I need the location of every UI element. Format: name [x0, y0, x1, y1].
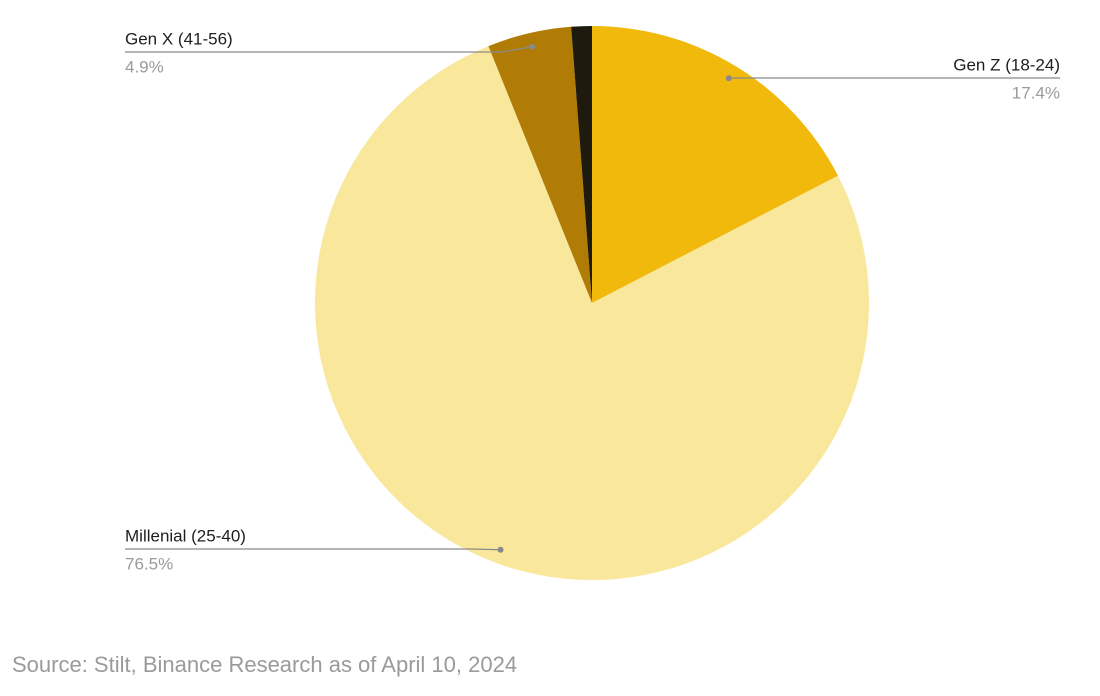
source-note: Source: Stilt, Binance Research as of Ap…: [12, 652, 517, 677]
pie: [315, 26, 869, 581]
pie-slice: [592, 26, 839, 303]
leader-dot: [497, 546, 504, 553]
slice-label: Gen Z (18-24): [953, 55, 1060, 74]
pie-slice: [315, 46, 869, 581]
slice-value-label: 4.9%: [125, 57, 164, 76]
slice-label: Gen X (41-56): [125, 29, 233, 48]
pie-slice: [571, 26, 592, 303]
leader-line: [125, 548, 501, 551]
slice-value-label: 17.4%: [1012, 83, 1060, 102]
leader-dot: [529, 43, 536, 50]
labels: Gen Z (18-24) 17.4% Millenial (25-40) 76.5%…: [125, 29, 1060, 573]
slice-label: Millenial (25-40): [125, 526, 246, 545]
slice-value-label: 76.5%: [125, 554, 173, 573]
leader-line: [125, 46, 533, 53]
leader-dot: [725, 75, 732, 82]
pie-slice: [488, 26, 592, 303]
